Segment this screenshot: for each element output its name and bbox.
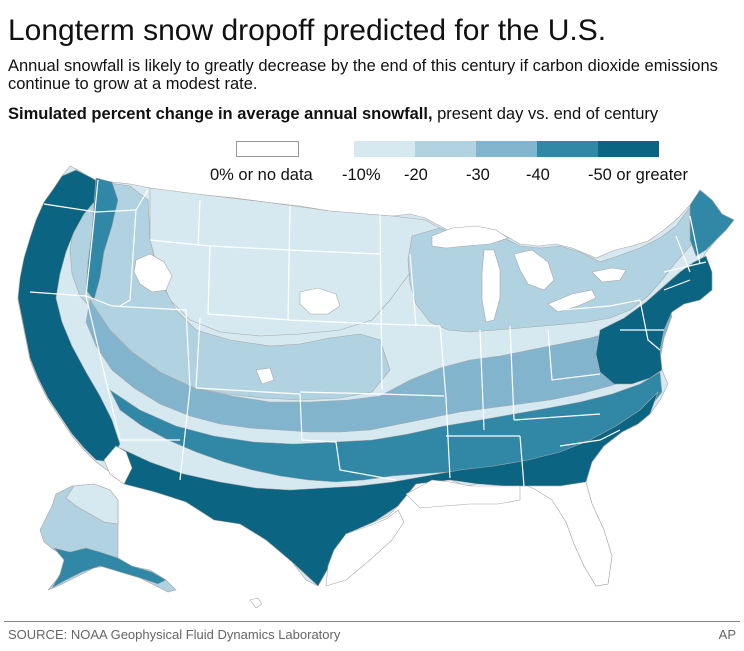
legend-heading-bold: Simulated percent change in average annu… <box>8 105 433 123</box>
legend-label-20: -20 <box>404 166 428 184</box>
lake-ontario <box>591 267 627 283</box>
legend-swatch-none <box>236 141 299 157</box>
legend-swatch-50 <box>598 141 659 157</box>
legend-swatch-10 <box>354 141 415 157</box>
lake-michigan <box>481 249 501 323</box>
legend-label-50: -50 or greater <box>588 166 688 184</box>
region-desert-southwest <box>103 445 133 485</box>
footer-divider <box>4 621 740 622</box>
region-cascades <box>85 177 119 301</box>
region-alaska-north <box>65 483 119 525</box>
region-florida <box>527 481 613 587</box>
lake-superior <box>431 225 509 249</box>
lake-huron <box>513 249 555 291</box>
agency-credit: AP <box>718 627 736 642</box>
region-hawaii <box>249 597 263 609</box>
region-alaska-south <box>51 547 167 589</box>
region-gulf-coast <box>405 479 521 509</box>
region-south-texas <box>325 509 405 587</box>
legend-heading: Simulated percent change in average annu… <box>8 104 658 124</box>
map-title: Longterm snow dropoff predicted for the … <box>8 14 607 47</box>
legend-swatch-20 <box>415 141 476 157</box>
region-colorado-patch <box>255 367 275 385</box>
legend-swatch-40 <box>537 141 598 157</box>
state-boundaries <box>29 179 707 487</box>
legend-label-none: 0% or no data <box>210 166 313 184</box>
map-subtitle: Annual snowfall is likely to greatly dec… <box>8 57 718 93</box>
source-credit: SOURCE: NOAA Geophysical Fluid Dynamics … <box>8 627 341 642</box>
region-dakotas-patch <box>299 287 341 315</box>
legend-swatch-30 <box>476 141 537 157</box>
legend-label-30: -30 <box>466 166 490 184</box>
region-pacific-coast <box>17 169 121 463</box>
legend-label-10: -10% <box>342 166 381 184</box>
region-mid-atlantic <box>595 255 713 385</box>
region-yellowstone <box>133 253 173 293</box>
region-southwest-south <box>111 391 659 587</box>
legend-heading-rest: present day vs. end of century <box>432 105 659 123</box>
lake-erie <box>547 289 597 313</box>
region-maine <box>689 189 735 257</box>
legend-label-40: -40 <box>526 166 550 184</box>
